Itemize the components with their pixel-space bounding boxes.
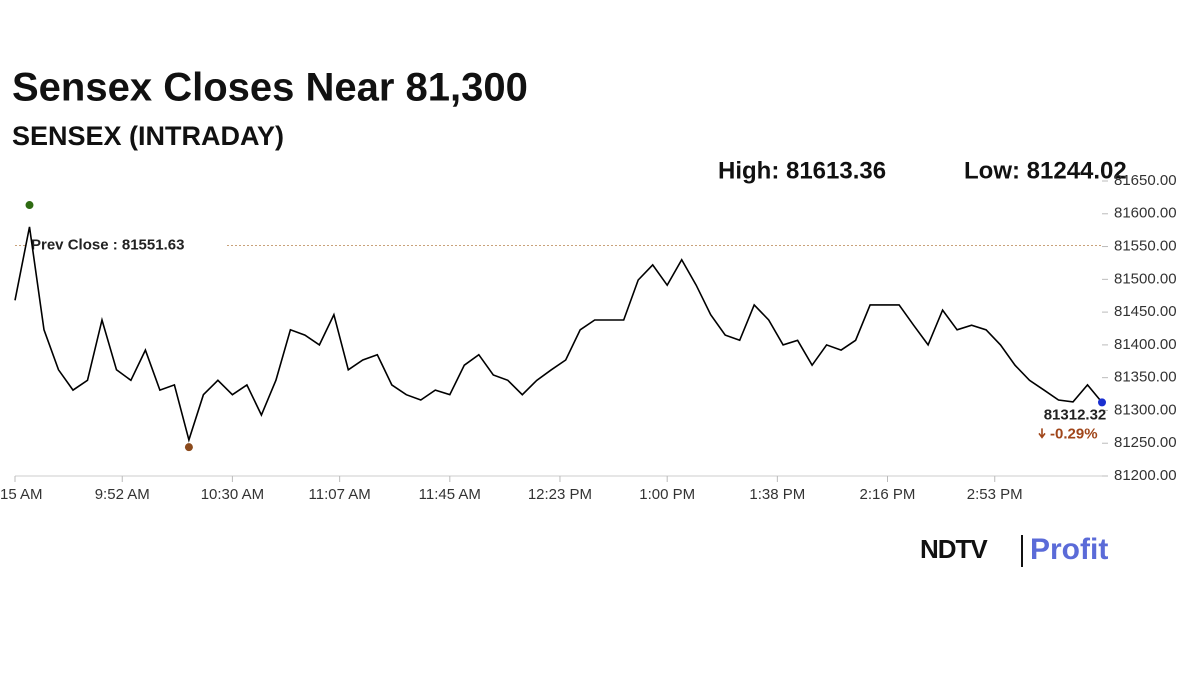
x-tick-label: 9:15 AM [0,486,43,503]
y-tick-label: 81450.00 [1114,303,1177,320]
x-tick-label: 2:16 PM [860,486,916,503]
x-tick-label: 1:00 PM [639,486,695,503]
x-tick-label: 12:23 PM [528,486,592,503]
y-tick-label: 81200.00 [1114,467,1177,484]
x-tick-label: 9:52 AM [95,486,150,503]
x-tick-label: 2:53 PM [967,486,1023,503]
high-marker [25,201,34,210]
y-tick-label: 81300.00 [1114,401,1177,418]
logo-ndtv: NDTV [920,534,988,564]
y-tick-label: 81400.00 [1114,336,1177,353]
chart-title: Sensex Closes Near 81,300 [12,66,528,110]
y-tick-label: 81550.00 [1114,238,1177,255]
logo-profit: Profit [1030,533,1108,566]
change-label: -0.29% [1050,425,1098,442]
y-tick-label: 81650.00 [1114,172,1177,189]
y-tick-label: 81500.00 [1114,270,1177,287]
y-tick-label: 81250.00 [1114,434,1177,451]
y-tick-label: 81600.00 [1114,205,1177,222]
last-value-label: 81312.32 [1044,406,1107,423]
x-tick-label: 11:07 AM [309,486,371,503]
high-label: High: 81613.36 [718,157,886,184]
chart-subtitle: SENSEX (INTRADAY) [12,121,284,151]
down-arrow [1038,428,1046,439]
y-tick-label: 81350.00 [1114,369,1177,386]
low-label: Low: 81244.02 [964,157,1127,184]
price-line [14,226,1103,443]
prev-close-label: Prev Close : 81551.63 [31,236,184,253]
x-tick-label: 10:30 AM [201,486,264,503]
x-tick-label: 1:38 PM [749,486,805,503]
last-marker [1098,398,1106,407]
low-marker [184,443,193,452]
prev-close-bg [26,234,226,255]
x-tick-label: 11:45 AM [419,486,481,503]
